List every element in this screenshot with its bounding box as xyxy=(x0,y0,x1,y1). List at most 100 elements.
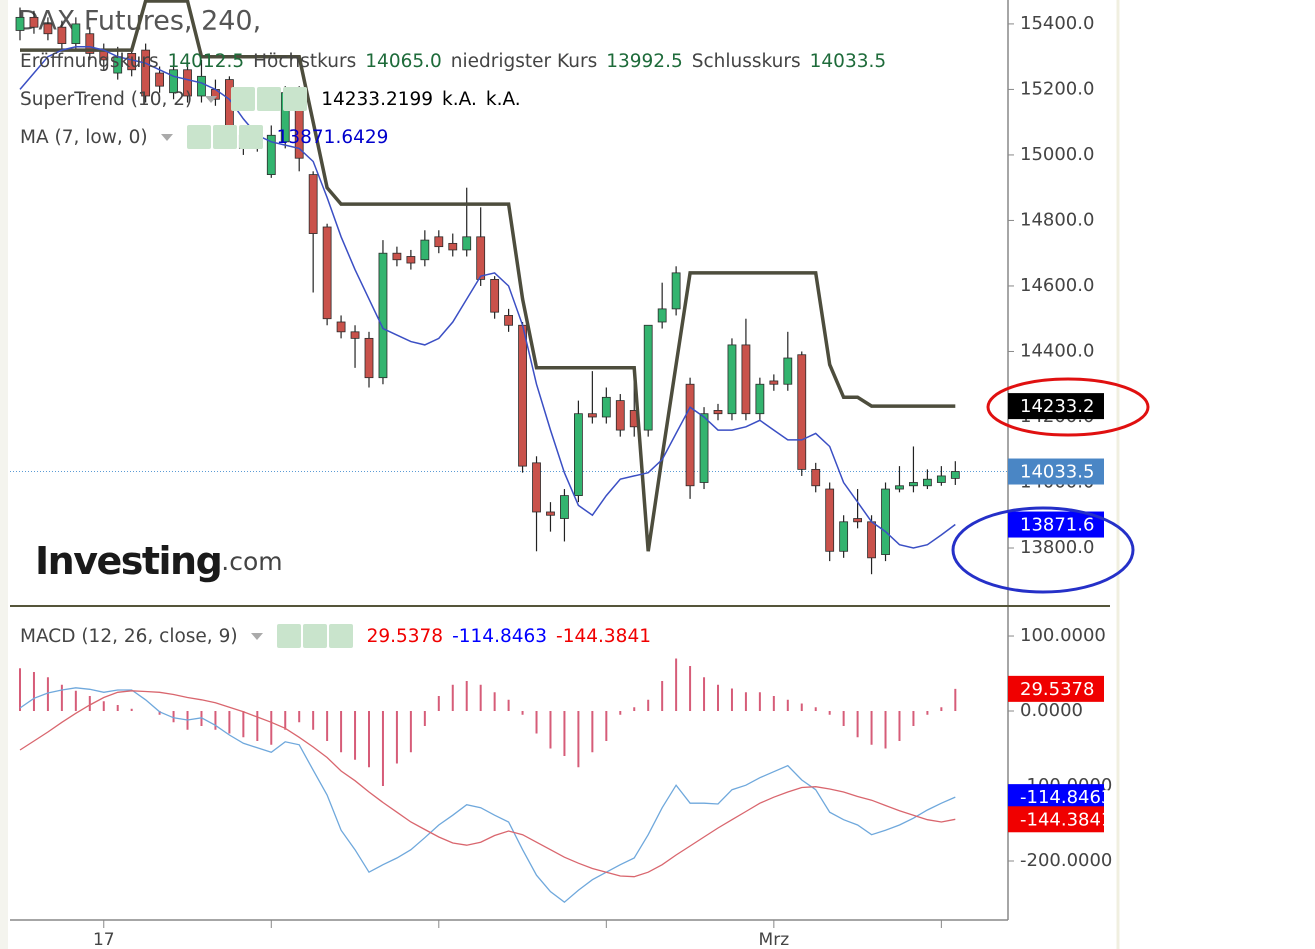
supertrend-legend: SuperTrend (10, 2) 14233.2199 k.A. k.A. xyxy=(20,86,530,112)
icon-settings[interactable] xyxy=(257,87,282,111)
candle-body xyxy=(615,400,625,431)
candle-body xyxy=(364,337,374,379)
y-tick-label: 13800.0 xyxy=(1020,537,1094,558)
candle-body xyxy=(727,344,737,415)
candle-body xyxy=(587,413,597,418)
icon-eye[interactable] xyxy=(231,87,256,111)
candle-body xyxy=(769,380,779,385)
logo: Investing.com xyxy=(35,539,283,583)
candle-body xyxy=(643,324,653,431)
legend-label: Schlusskurs xyxy=(691,50,801,72)
legend-value: 14065.0 xyxy=(365,50,442,72)
legend-value: -144.3841 xyxy=(556,625,651,647)
candle-body xyxy=(713,410,723,415)
candle-body xyxy=(71,23,81,44)
candle-body xyxy=(434,236,444,248)
x-tick-label: 17 xyxy=(93,930,115,949)
legend-value: -114.8463 xyxy=(452,625,548,647)
candle-body xyxy=(336,321,346,333)
overlay-line xyxy=(19,46,956,549)
candle-body xyxy=(699,413,709,483)
candle-body xyxy=(155,72,165,87)
plot-layer: 13800.014000.014200.014400.014600.014800… xyxy=(10,0,1112,949)
candle-body xyxy=(29,16,39,28)
macd-line xyxy=(19,687,956,904)
candle-body xyxy=(601,396,611,418)
x-tick-label: Mrz xyxy=(759,930,790,949)
y-tick-label: 15200.0 xyxy=(1020,78,1094,99)
candle-body xyxy=(378,252,388,379)
left-edge xyxy=(0,0,8,949)
price-tag xyxy=(1008,675,1104,702)
icon-settings[interactable] xyxy=(212,125,237,149)
candle-body xyxy=(671,272,681,310)
candle-body xyxy=(169,69,178,94)
candle-body xyxy=(811,468,821,487)
icon-close[interactable] xyxy=(283,87,308,111)
icon-settings[interactable] xyxy=(302,624,327,648)
icon-close[interactable] xyxy=(328,624,353,648)
candle-body xyxy=(476,236,486,280)
candle-body xyxy=(43,23,53,35)
price-tag-label: 29.5378 xyxy=(1020,679,1094,700)
candle-body xyxy=(266,134,276,175)
candle-body xyxy=(448,242,458,251)
price-tag xyxy=(1008,458,1104,485)
dropdown[interactable] xyxy=(205,95,218,103)
ohlc-legend: Eröffnungskurs 14012.5 Höchstkurs 14065.0 … xyxy=(20,48,895,74)
price-tag xyxy=(1008,784,1104,811)
legend-value: 14012.5 xyxy=(167,50,245,72)
candle-body xyxy=(755,383,765,415)
price-tag-label: -114.8463 xyxy=(1020,787,1112,808)
candle-body xyxy=(685,383,695,487)
candle-body xyxy=(895,485,904,490)
ma-legend: MA (7, low, 0) 13871.6429 xyxy=(20,124,397,150)
candle-body xyxy=(420,239,430,261)
legend-label: niedrigster Kurs xyxy=(450,50,598,72)
overlay-line xyxy=(20,0,956,552)
dropdown[interactable] xyxy=(250,632,263,640)
logo-suffix: .com xyxy=(221,547,282,576)
dropdown[interactable] xyxy=(160,133,173,141)
price-tag xyxy=(1008,806,1104,833)
legend-value: 13871.6429 xyxy=(276,126,389,148)
legend-value: 29.5378 xyxy=(366,625,444,647)
candle-body xyxy=(532,462,541,513)
candle-body xyxy=(183,69,192,97)
candle-body xyxy=(350,331,360,339)
candle-body xyxy=(518,324,527,467)
candle-body xyxy=(141,49,151,97)
candle-body xyxy=(392,252,402,261)
candle-body xyxy=(574,413,583,496)
candle-body xyxy=(462,236,472,251)
candle-body xyxy=(406,256,416,264)
candle-body xyxy=(797,354,807,470)
y-tick-label: 15000.0 xyxy=(1020,144,1094,165)
logo-name: Investing xyxy=(35,539,221,583)
y-tick-label: 15400.0 xyxy=(1020,13,1094,34)
candle-body xyxy=(936,475,946,483)
y-tick-label: 14800.0 xyxy=(1020,209,1094,230)
icon-eye[interactable] xyxy=(276,624,301,648)
candle-body xyxy=(825,488,835,552)
icon-close[interactable] xyxy=(238,125,263,149)
candle-body xyxy=(881,488,890,555)
candle-body xyxy=(909,482,918,487)
macd-line xyxy=(19,690,956,878)
candle-body xyxy=(85,33,95,54)
candle-body xyxy=(197,75,206,97)
price-tag-label: 14033.5 xyxy=(1020,462,1094,483)
candle-body xyxy=(490,279,500,313)
legend-value: k.A. xyxy=(442,88,477,110)
icon-eye[interactable] xyxy=(186,125,211,149)
candle-body xyxy=(15,16,25,31)
legend-label: SuperTrend (10, 2) xyxy=(20,88,193,110)
legend-label: Eröffnungskurs xyxy=(20,50,159,72)
legend-value: 14233.2199 xyxy=(321,88,434,110)
legend-value: k.A. xyxy=(485,88,521,110)
candle-body xyxy=(867,521,876,559)
highlight-ellipse xyxy=(951,506,1135,594)
y-tick-label: -200.0000 xyxy=(1020,850,1112,871)
candle-body xyxy=(57,26,67,44)
legend-label: MA (7, low, 0) xyxy=(20,126,148,148)
